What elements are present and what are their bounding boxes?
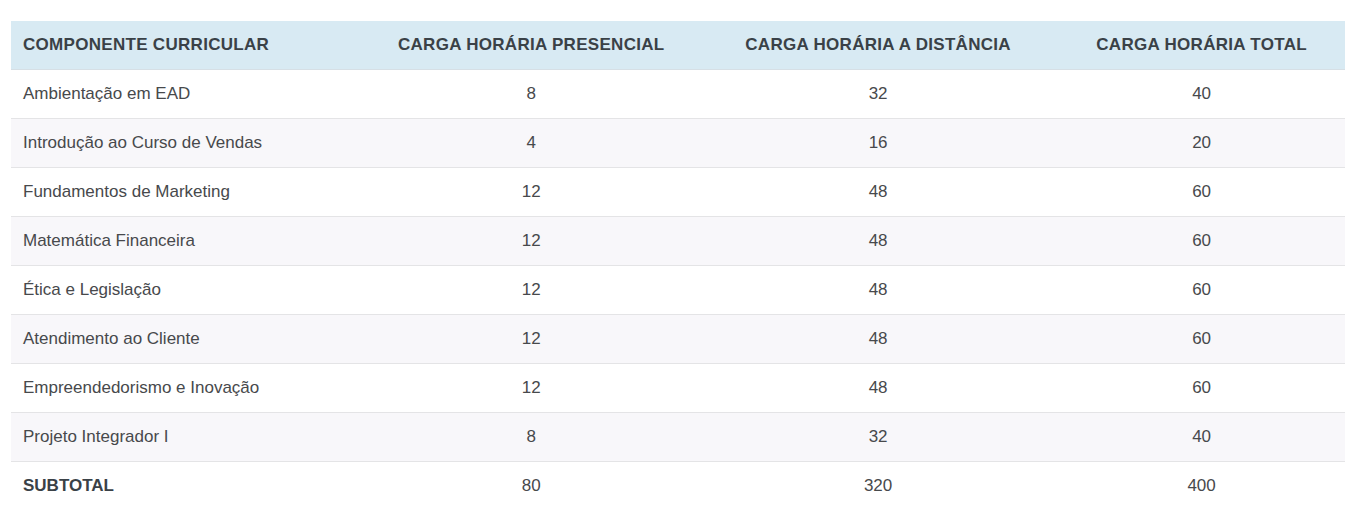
cell-total: 60	[1058, 167, 1345, 216]
table-row: Ambientação em EAD 8 32 40	[11, 69, 1345, 118]
cell-total: 60	[1058, 363, 1345, 412]
cell-total: 60	[1058, 216, 1345, 265]
column-header-carga-horaria-a-distancia: CARGA HORÁRIA A DISTÂNCIA	[698, 21, 1058, 69]
table-row: Projeto Integrador I 8 32 40	[11, 412, 1345, 461]
cell-total: 20	[1058, 118, 1345, 167]
subtotal-total-value: 400	[1058, 461, 1345, 510]
cell-total: 60	[1058, 314, 1345, 363]
cell-componente: Ambientação em EAD	[11, 69, 365, 118]
cell-presencial: 12	[365, 167, 699, 216]
table-row: Ética e Legislação 12 48 60	[11, 265, 1345, 314]
table-row: Fundamentos de Marketing 12 48 60	[11, 167, 1345, 216]
cell-distancia: 48	[698, 314, 1058, 363]
cell-componente: Introdução ao Curso de Vendas	[11, 118, 365, 167]
column-header-carga-horaria-total: CARGA HORÁRIA TOTAL	[1058, 21, 1345, 69]
cell-componente: Fundamentos de Marketing	[11, 167, 365, 216]
cell-componente: Matemática Financeira	[11, 216, 365, 265]
table-body: Ambientação em EAD 8 32 40 Introdução ao…	[11, 69, 1345, 461]
curriculum-table-container: COMPONENTE CURRICULAR CARGA HORÁRIA PRES…	[11, 21, 1345, 510]
cell-total: 40	[1058, 69, 1345, 118]
cell-total: 40	[1058, 412, 1345, 461]
cell-distancia: 32	[698, 412, 1058, 461]
column-header-carga-horaria-presencial: CARGA HORÁRIA PRESENCIAL	[365, 21, 699, 69]
table-row: Atendimento ao Cliente 12 48 60	[11, 314, 1345, 363]
cell-presencial: 8	[365, 69, 699, 118]
curriculum-table: COMPONENTE CURRICULAR CARGA HORÁRIA PRES…	[11, 21, 1345, 510]
subtotal-presencial-value: 80	[365, 461, 699, 510]
cell-total: 60	[1058, 265, 1345, 314]
cell-componente: Empreendedorismo e Inovação	[11, 363, 365, 412]
table-header-row: COMPONENTE CURRICULAR CARGA HORÁRIA PRES…	[11, 21, 1345, 69]
subtotal-label: SUBTOTAL	[11, 461, 365, 510]
cell-distancia: 32	[698, 69, 1058, 118]
cell-componente: Projeto Integrador I	[11, 412, 365, 461]
cell-presencial: 12	[365, 265, 699, 314]
table-row: Matemática Financeira 12 48 60	[11, 216, 1345, 265]
subtotal-row: SUBTOTAL 80 320 400	[11, 461, 1345, 510]
cell-presencial: 12	[365, 363, 699, 412]
cell-componente: Atendimento ao Cliente	[11, 314, 365, 363]
cell-presencial: 8	[365, 412, 699, 461]
table-row: Empreendedorismo e Inovação 12 48 60	[11, 363, 1345, 412]
cell-distancia: 48	[698, 363, 1058, 412]
column-header-componente-curricular: COMPONENTE CURRICULAR	[11, 21, 365, 69]
cell-presencial: 12	[365, 314, 699, 363]
cell-distancia: 16	[698, 118, 1058, 167]
cell-presencial: 4	[365, 118, 699, 167]
cell-distancia: 48	[698, 167, 1058, 216]
cell-presencial: 12	[365, 216, 699, 265]
table-row: Introdução ao Curso de Vendas 4 16 20	[11, 118, 1345, 167]
cell-componente: Ética e Legislação	[11, 265, 365, 314]
subtotal-distancia-value: 320	[698, 461, 1058, 510]
cell-distancia: 48	[698, 216, 1058, 265]
cell-distancia: 48	[698, 265, 1058, 314]
